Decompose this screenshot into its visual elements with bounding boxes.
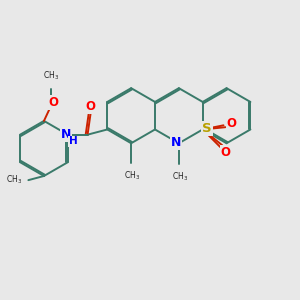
Text: O: O: [220, 146, 231, 159]
Text: CH$_3$: CH$_3$: [124, 169, 140, 182]
Text: CH$_3$: CH$_3$: [172, 170, 188, 183]
Text: CH$_3$: CH$_3$: [6, 174, 22, 186]
Text: CH$_3$: CH$_3$: [43, 70, 59, 83]
Text: N: N: [61, 128, 71, 141]
Text: S: S: [202, 122, 212, 135]
Text: O: O: [227, 117, 237, 130]
Text: O: O: [48, 96, 58, 109]
Text: N: N: [170, 136, 181, 149]
Text: O: O: [86, 100, 96, 113]
Text: H: H: [69, 136, 77, 146]
